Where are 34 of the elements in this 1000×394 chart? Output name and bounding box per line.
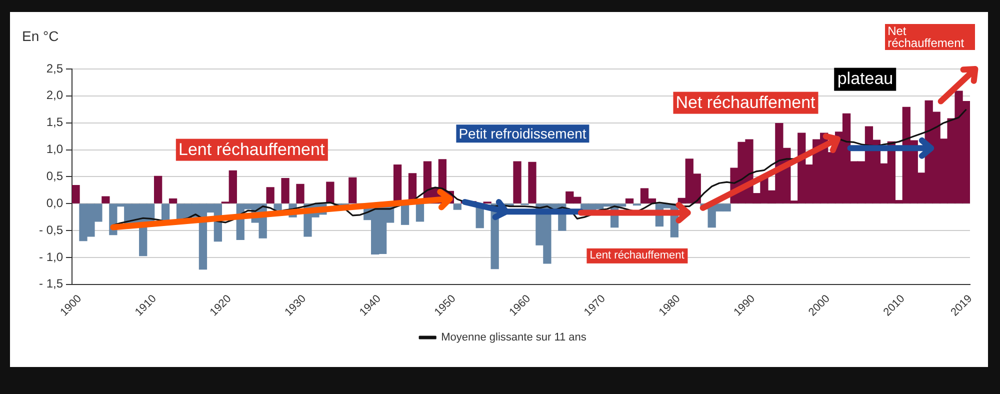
annotation: Petit refroidissement [456,124,590,143]
bar [513,161,522,204]
bar [274,204,282,210]
bar [161,204,170,220]
bar [528,162,536,204]
y-tick-label: 1,0 [46,142,64,156]
annotation: Net réchauffement [672,92,818,114]
bar [168,198,178,204]
bar [281,178,290,204]
y-tick-label: - 1,0 [38,250,64,264]
bar [72,184,80,204]
bar [348,177,357,204]
y-tick-label: 0,5 [46,168,64,183]
y-tick-label: - 0,5 [38,222,64,237]
annotation: Lent réchauffement [586,248,688,264]
bar [296,184,304,204]
y-tick-label: 2,5 [46,61,64,76]
annotation: Lent réchauffement [176,138,328,161]
y-tick-label: 1,5 [46,115,64,130]
bar [400,204,410,225]
bar [625,198,634,204]
text: Net réchauffement [884,24,975,50]
bar [453,204,462,210]
bar [416,204,424,222]
bar [154,176,162,204]
y-tick-label: 0,0 [46,196,64,210]
bar [102,196,110,204]
legend-label: Moyenne glissante sur 11 ans [441,332,587,344]
bar [326,182,334,204]
y-tick-label: - 1,5 [38,276,64,291]
annotation: plateau [834,68,896,90]
y-tick-label: 2,0 [46,88,64,102]
bar [266,187,274,204]
y-axis-title: En °C [22,28,59,44]
